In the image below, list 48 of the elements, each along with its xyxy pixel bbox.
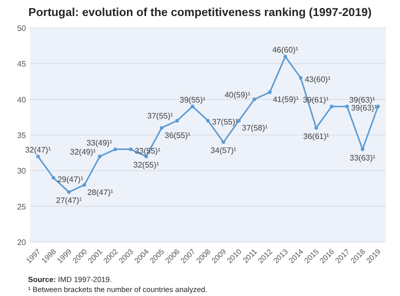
point <box>330 104 334 108</box>
data-label: 39(55)¹ <box>180 95 206 104</box>
data-label: 32(47)¹ <box>25 145 52 154</box>
data-label: 27(47)¹ <box>56 196 82 206</box>
y-tick-label: 35 <box>17 131 27 140</box>
data-label: 29(47)¹ <box>57 174 84 184</box>
point <box>128 147 133 152</box>
point <box>98 154 102 158</box>
point <box>190 104 194 108</box>
y-tick-label: 50 <box>17 24 27 33</box>
point <box>222 140 226 144</box>
point <box>360 147 364 152</box>
point <box>52 176 56 180</box>
data-label: 33(63)¹ <box>350 153 376 162</box>
chart-title: Portugal: evolution of the competitiveness ranking (1997-2019) <box>28 7 372 19</box>
data-label: 37(58)¹ <box>242 124 268 133</box>
point <box>206 118 210 123</box>
point <box>345 104 349 108</box>
y-tick-label: 20 <box>17 238 27 247</box>
data-label: 40(59)¹ <box>224 90 251 100</box>
data-label: 39(63)¹ <box>349 95 376 104</box>
point <box>175 118 179 123</box>
data-label: 41(59)¹ <box>272 95 299 104</box>
point <box>36 154 40 158</box>
data-label: 32(55)¹ <box>133 160 160 170</box>
data-label: 36(61)¹ <box>303 132 330 141</box>
point <box>314 126 318 130</box>
data-label: 37(55)¹ <box>212 118 238 127</box>
point <box>82 183 86 187</box>
data-label: 46(60)¹ <box>272 46 298 55</box>
y-tick-label: 30 <box>17 166 27 176</box>
point <box>113 147 118 152</box>
point <box>252 98 256 102</box>
point <box>160 126 164 130</box>
y-tick-label: 45 <box>17 60 27 69</box>
data-label: 36(55)¹ <box>164 130 191 140</box>
data-label: 43(60)¹ <box>304 74 331 84</box>
point <box>283 54 288 58</box>
point <box>298 76 303 80</box>
y-tick-label: 25 <box>17 202 27 212</box>
point <box>67 190 71 194</box>
data-label: 33(49)¹ <box>86 138 113 148</box>
point <box>268 90 272 94</box>
data-label: 28(47)¹ <box>87 188 114 197</box>
data-label: 37(55)¹ <box>147 112 174 121</box>
data-label: 32(49)¹ <box>70 147 96 156</box>
data-label: 34(57)¹ <box>210 146 237 156</box>
y-tick-label: 40 <box>17 95 27 104</box>
